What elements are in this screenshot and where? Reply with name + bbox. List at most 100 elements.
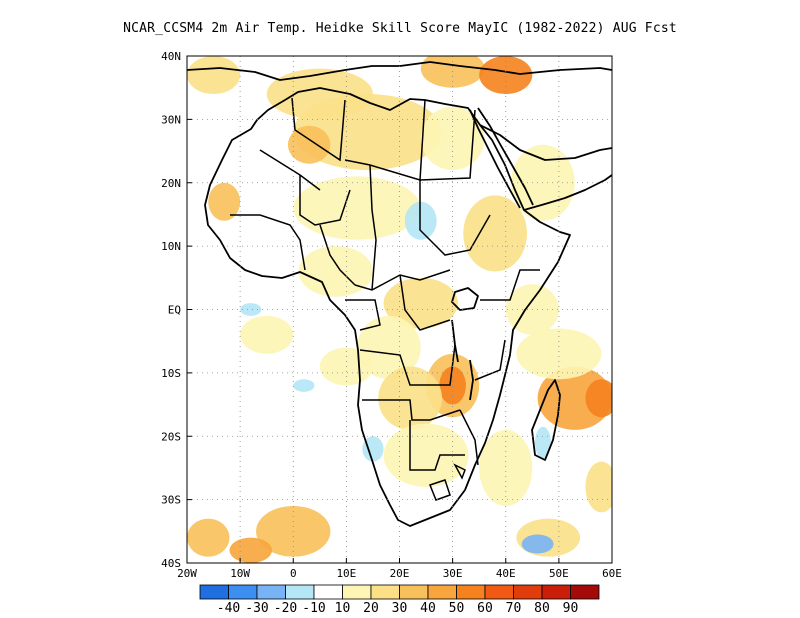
figure-title: NCAR_CCSM4 2m Air Temp. Heidke Skill Sco… [123, 21, 677, 36]
border-line [344, 99, 426, 181]
colorbar-label: 30 [392, 601, 408, 616]
colorbar-label: 80 [534, 601, 550, 616]
skill-patch [521, 534, 554, 554]
colorbar-label: 70 [506, 601, 522, 616]
skill-patch [463, 195, 527, 272]
colorbar-swatch [370, 584, 400, 600]
skill-patch [362, 436, 384, 462]
lat-tick-label: 40S [161, 557, 181, 570]
colorbar-label: -40 [217, 601, 240, 616]
skill-patch [479, 429, 533, 506]
colorbar-swatch [285, 584, 315, 600]
border-line [419, 180, 491, 256]
skill-patch [187, 518, 230, 557]
lat-tick-label: 10S [161, 367, 181, 380]
colorbar-label: 10 [335, 601, 351, 616]
colorbar-swatch [541, 584, 571, 600]
colorbar-swatch [427, 584, 457, 600]
colorbar-swatch [570, 584, 600, 600]
skill-patch [240, 303, 262, 316]
skill-patch [298, 246, 373, 297]
colorbar-label: 40 [420, 601, 436, 616]
colorbar-swatch [342, 584, 372, 600]
colorbar-swatch [399, 584, 429, 600]
skill-patch [479, 56, 533, 95]
skill-patch [383, 423, 469, 487]
gulf-of-aden [523, 174, 612, 211]
lon-tick-label: 0 [290, 567, 297, 580]
arabian-coast [479, 124, 612, 161]
colorbar-swatch [199, 584, 229, 600]
colorbar-label: 20 [363, 601, 379, 616]
skill-patch [516, 328, 602, 380]
skill-patch [378, 366, 442, 430]
red-sea-east [477, 107, 534, 206]
skill-patch [293, 176, 421, 240]
colorbar-label: -10 [302, 601, 325, 616]
colorbar-swatch [256, 584, 286, 600]
skill-patch [585, 461, 612, 513]
colorbar-label: 60 [477, 601, 493, 616]
skill-patch [287, 125, 331, 164]
madagascar-coastline [531, 379, 561, 461]
colorbar-swatch [456, 584, 486, 600]
skill-patch [439, 366, 466, 405]
border-line [369, 164, 377, 291]
colorbar-swatch [513, 584, 543, 600]
africa-coastline [204, 87, 571, 527]
axis-ticks: 20W 10W 0 10E 20E 30E 40E 50E 60E 40N 30N 20N 10N EQ 1… [161, 50, 622, 580]
border-line [429, 479, 451, 501]
lon-tick-label: 10E [336, 567, 356, 580]
border-line [291, 97, 346, 162]
border-line [480, 269, 540, 301]
skill-patch [229, 537, 272, 563]
coastlines-and-borders [187, 61, 612, 527]
border-line [453, 463, 466, 480]
country-borders [230, 97, 540, 501]
lat-tick-label: 40N [161, 50, 181, 63]
border-line [409, 420, 465, 471]
border-line [299, 175, 351, 226]
skill-patch [420, 106, 485, 171]
skill-patch [187, 56, 241, 95]
skill-patch [293, 379, 315, 392]
mediterranean-north [187, 61, 612, 81]
border-line [319, 224, 356, 286]
graticule [187, 56, 612, 563]
border-line [345, 299, 381, 331]
lat-tick-label: EQ [168, 304, 181, 317]
lon-tick-label: 40E [496, 567, 516, 580]
border-line [419, 109, 476, 181]
lat-tick-label: 20S [161, 430, 181, 443]
skill-patch [357, 315, 421, 380]
lon-tick-label: 60E [602, 567, 622, 580]
lon-tick-label: 20W [177, 567, 197, 580]
colorbar-label: 50 [449, 601, 465, 616]
red-sea-west [469, 109, 521, 209]
border-line [359, 344, 456, 386]
border-line [474, 339, 506, 381]
lat-tick-label: 10N [161, 240, 181, 253]
lon-tick-label: 10W [230, 567, 250, 580]
skill-patch [534, 426, 551, 459]
border-line [230, 214, 306, 271]
colorbar-label: -20 [274, 601, 297, 616]
lake-malawi [469, 359, 474, 401]
border-line [399, 274, 451, 331]
colorbar: -40 -30 -20 -10 10 20 30 40 50 60 70 80 90 [199, 584, 600, 616]
colorbar-swatch [484, 584, 514, 600]
lat-tick-label: 20N [161, 177, 181, 190]
lake-victoria [451, 287, 479, 311]
lon-tick-label: 30E [443, 567, 463, 580]
skill-patch [208, 182, 241, 221]
border-line [459, 409, 479, 466]
skill-patch [585, 379, 612, 418]
lon-tick-label: 50E [549, 567, 569, 580]
skill-patch [293, 94, 442, 171]
colorbar-label: -30 [245, 601, 268, 616]
colorbar-swatch [228, 584, 258, 600]
skill-patch [240, 315, 294, 354]
lat-tick-label: 30N [161, 113, 181, 126]
colorbar-label: 90 [563, 601, 579, 616]
